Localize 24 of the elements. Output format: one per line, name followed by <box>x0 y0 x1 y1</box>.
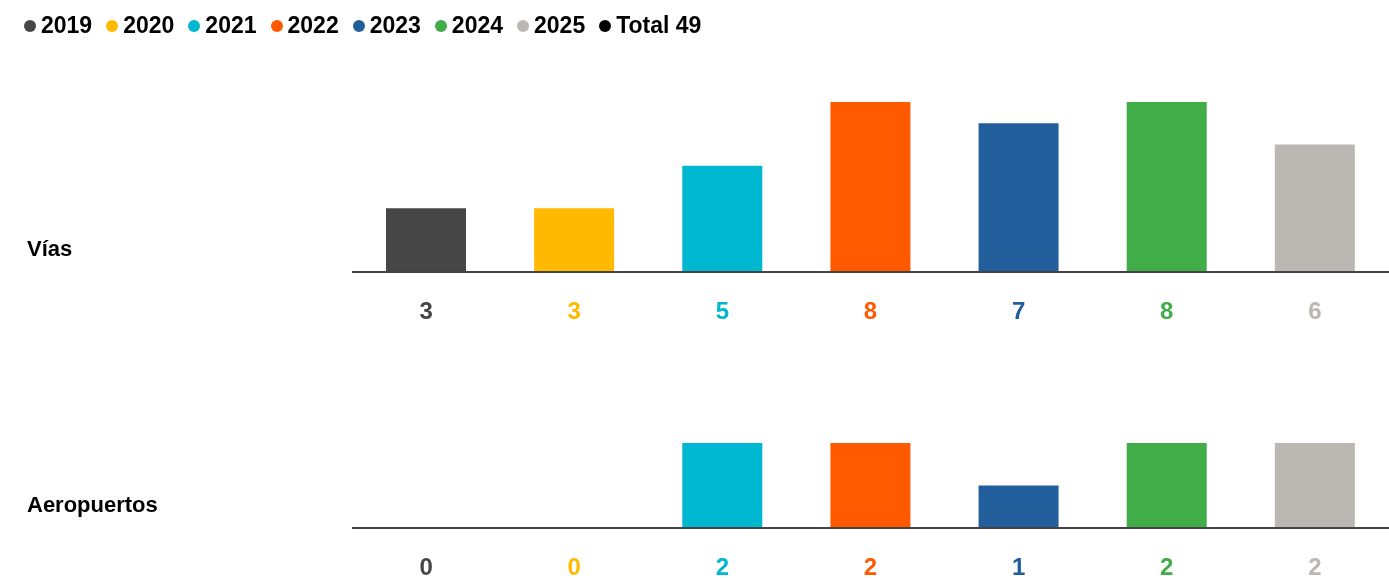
legend-label: 2019 <box>41 12 93 39</box>
data-label: 2 <box>715 553 730 578</box>
legend-label: 2020 <box>123 12 175 39</box>
y-axis-title: Vías <box>27 236 73 262</box>
data-label: 8 <box>863 297 878 325</box>
data-label: 7 <box>1011 297 1026 325</box>
data-label: 8 <box>1160 297 1174 325</box>
text: Total 49 <box>616 12 702 39</box>
data-label: 3 <box>567 297 581 325</box>
data-label: 2 <box>863 553 878 578</box>
legend-label: 2024 <box>451 12 504 39</box>
data-label: 1 <box>1011 553 1026 578</box>
legend-label: 2023 <box>369 12 421 39</box>
data-label: 0 <box>419 553 433 578</box>
y-axis-title: Aeropuertos <box>27 492 158 518</box>
data-label: 0 <box>567 553 581 578</box>
legend-label: 2022 <box>287 12 339 39</box>
data-label: 5 <box>715 297 730 325</box>
data-label: 2 <box>1308 553 1322 578</box>
data-label: 2 <box>1160 553 1174 578</box>
data-label: 3 <box>419 297 433 325</box>
legend-label: 2025 <box>534 12 586 39</box>
legend-label: 2021 <box>205 12 257 39</box>
data-label: 6 <box>1308 297 1322 325</box>
